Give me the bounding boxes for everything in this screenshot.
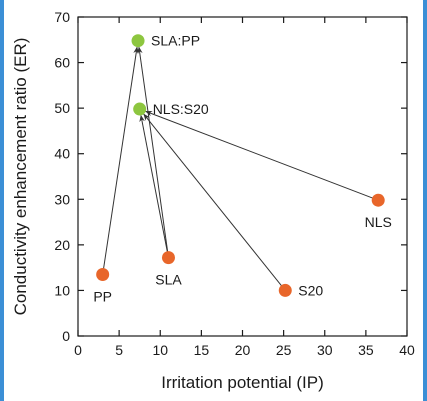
arrow-sla-to-nls-s20 bbox=[139, 114, 169, 258]
point-sla-pp bbox=[131, 34, 145, 48]
y-tick-label: 60 bbox=[54, 55, 70, 71]
point-label-s20: S20 bbox=[298, 282, 323, 298]
point-label-sla: SLA bbox=[155, 272, 182, 288]
x-tick-label: 25 bbox=[276, 342, 292, 358]
y-tick-label: 50 bbox=[54, 100, 70, 116]
y-tick-label: 10 bbox=[54, 282, 70, 298]
x-tick-label: 0 bbox=[74, 342, 82, 358]
x-tick-label: 15 bbox=[194, 342, 210, 358]
point-sla bbox=[161, 251, 175, 265]
point-s20 bbox=[278, 283, 292, 297]
x-tick-label: 30 bbox=[317, 342, 333, 358]
y-tick-label: 70 bbox=[54, 9, 70, 25]
x-tick-label: 10 bbox=[152, 342, 168, 358]
y-tick-label: 20 bbox=[54, 237, 70, 253]
point-layer bbox=[96, 34, 385, 297]
point-nls-s20 bbox=[133, 102, 147, 116]
arrow-pp-to-sla-pp bbox=[102, 46, 139, 275]
y-tick-label: 40 bbox=[54, 146, 70, 162]
x-tick-label: 35 bbox=[358, 342, 374, 358]
y-axis-label: Conductivity enhancement ratio (ER) bbox=[11, 38, 30, 316]
arrow-layer bbox=[102, 46, 379, 291]
x-tick-label: 5 bbox=[115, 342, 123, 358]
arrow-sla-to-sla-pp bbox=[137, 46, 169, 258]
point-label-sla-pp: SLA:PP bbox=[151, 33, 200, 49]
arrow-nls-to-nls-s20 bbox=[145, 110, 379, 201]
point-pp bbox=[96, 267, 110, 281]
x-tick-label: 40 bbox=[399, 342, 415, 358]
point-label-pp: PP bbox=[93, 288, 112, 304]
scatter-chart: 0 5 10 15 20 25 30 35 40 0 10 20 30 40 50 60 70 PP SLA S20… bbox=[11, 9, 415, 392]
arrow-s20-to-nls-s20 bbox=[143, 113, 286, 291]
y-tick-label: 30 bbox=[54, 191, 70, 207]
point-label-nls-s20: NLS:S20 bbox=[153, 101, 209, 117]
x-tick-label: 20 bbox=[235, 342, 251, 358]
plot-frame bbox=[77, 16, 408, 337]
point-label-nls: NLS bbox=[365, 214, 392, 230]
point-nls bbox=[371, 193, 385, 207]
axes: 0 5 10 15 20 25 30 35 40 0 10 20 30 40 50 60 70 bbox=[54, 9, 415, 358]
point-label-layer: PP SLA S20 NLS SLA:PP NLS:S20 bbox=[93, 33, 391, 305]
y-tick-label: 0 bbox=[62, 328, 70, 344]
x-axis-label: Irritation potential (IP) bbox=[161, 373, 324, 392]
